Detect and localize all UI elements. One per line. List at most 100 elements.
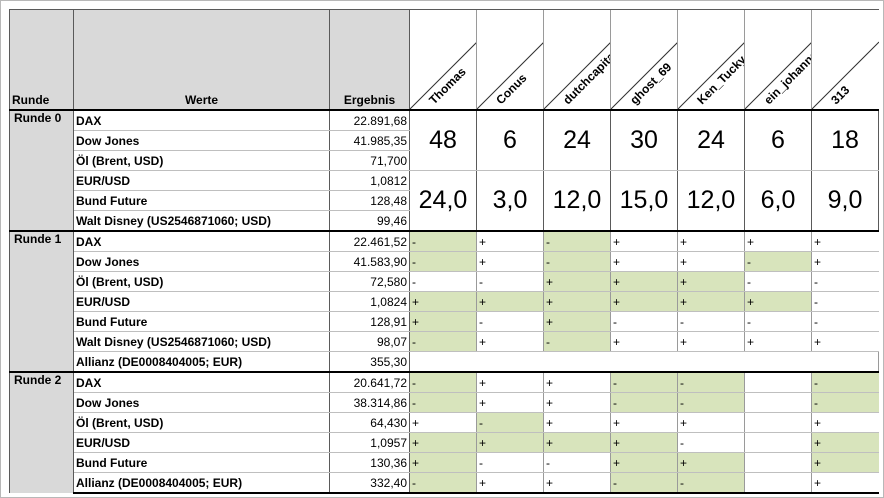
tip-cell: + (610, 452, 678, 473)
asset-result: 1,0812 (329, 170, 410, 191)
asset-result: 20.641,72 (329, 371, 410, 393)
asset-name: DAX (73, 230, 330, 252)
tip-cell: - (476, 311, 544, 332)
tip-cell (744, 432, 812, 453)
tip-cell: + (677, 271, 745, 292)
asset-result: 355,30 (329, 351, 410, 373)
player-points: 48 (409, 109, 477, 171)
tip-cell: + (677, 291, 745, 312)
tip-cell: + (543, 472, 611, 494)
header-werte-label: Werte (184, 93, 219, 107)
asset-name: Öl (Brent, USD) (73, 412, 330, 433)
asset-name: Walt Disney (US2546871060; USD) (73, 331, 330, 352)
player-average: 24,0 (409, 170, 477, 232)
player-header-graphic: dutchcapitalist (544, 37, 611, 109)
asset-name: Bund Future (73, 190, 330, 211)
tip-cell: - (811, 291, 879, 312)
table-row: Bund Future 128,91 + - + - - - - (10, 311, 879, 332)
player-average: 15,0 (610, 170, 678, 232)
diagonal-divider (410, 41, 477, 109)
player-header-graphic: ein_johannes (745, 41, 812, 109)
empty-tip-area (409, 351, 879, 373)
asset-result: 99,46 (329, 210, 410, 232)
asset-name: EUR/USD (73, 432, 330, 453)
tip-cell: + (677, 251, 745, 272)
tip-cell: - (610, 311, 678, 332)
tip-cell: - (677, 371, 745, 393)
tip-cell: + (610, 271, 678, 292)
player-points: 18 (811, 109, 879, 171)
tip-cell: + (476, 371, 544, 393)
tip-cell: - (409, 331, 477, 352)
tip-cell: + (610, 291, 678, 312)
table-row: Allianz (DE0008404005; EUR) 332,40- + + - - + (10, 472, 879, 494)
player-header-graphic: 313 (812, 41, 879, 109)
asset-result: 1,0957 (329, 432, 410, 453)
player-header-5: Ken_Tucky (677, 9, 745, 111)
asset-result: 64,430 (329, 412, 410, 433)
asset-name: Bund Future (73, 311, 330, 332)
asset-name: DAX (73, 371, 330, 393)
tip-cell: + (744, 291, 812, 312)
player-average: 12,0 (677, 170, 745, 232)
player-header-7: 313 (811, 9, 879, 111)
tip-cell (744, 412, 812, 433)
asset-result: 130,36 (329, 452, 410, 473)
asset-name: Dow Jones (73, 251, 330, 272)
tip-cell: - (744, 251, 812, 272)
tip-cell: + (543, 392, 611, 413)
tip-cell: - (744, 271, 812, 292)
asset-name: Öl (Brent, USD) (73, 150, 330, 171)
tip-cell: + (543, 271, 611, 292)
round-label: Runde 0 (9, 109, 74, 232)
table-row: Bund Future 130,36 + - - + + + (10, 452, 879, 473)
tip-cell: + (476, 291, 544, 312)
table-row: Öl (Brent, USD) 71,700 (10, 150, 879, 171)
asset-result: 72,580 (329, 271, 410, 292)
tip-cell: - (677, 392, 745, 413)
player-points: 6 (476, 109, 544, 171)
table-row: Runde 0 DAX 22.891,68 48 6 24 30 24 6 18 (9, 109, 879, 232)
player-header-3: dutchcapitalist (543, 9, 611, 111)
table-row: Öl (Brent, USD) 72,580- - + + + - - (10, 271, 879, 292)
table-row: Dow Jones 38.314,86- + + - - - (10, 392, 879, 413)
asset-name: Bund Future (73, 452, 330, 473)
tip-cell: + (811, 432, 879, 453)
asset-name: Walt Disney (US2546871060; USD) (73, 210, 330, 232)
tip-cell: + (811, 230, 879, 252)
tip-cell: - (677, 432, 745, 453)
tip-cell: - (811, 271, 879, 292)
tip-table: Runde Werte Ergebnis Thomas Conus dutchcap… (9, 9, 879, 494)
tip-cell: + (610, 251, 678, 272)
tip-cell: + (677, 452, 745, 473)
tip-cell: - (409, 371, 477, 393)
player-header-graphic: ghost_69 (611, 41, 678, 109)
asset-result: 22.461,52 (329, 230, 410, 252)
player-average: 6,0 (744, 170, 812, 232)
tip-cell: - (543, 251, 611, 272)
tip-cell: + (476, 472, 544, 494)
tip-cell: - (610, 472, 678, 494)
tip-cell: + (476, 432, 544, 453)
tip-cell: + (543, 371, 611, 393)
header-werte: Werte (73, 9, 330, 111)
asset-result: 41.583,90 (329, 251, 410, 272)
header-ergebnis-label: Ergebnis (343, 93, 396, 107)
player-header-graphic: Conus (477, 41, 544, 109)
player-header-4: ghost_69 (610, 9, 678, 111)
player-name: Conus (493, 71, 530, 108)
tip-cell: + (543, 311, 611, 332)
table-row: Walt Disney (US2546871060; USD) 99,46 (10, 210, 879, 232)
tip-cell: - (811, 392, 879, 413)
tip-cell: - (409, 271, 477, 292)
player-header-6: ein_johannes (744, 9, 812, 111)
tip-cell: + (543, 412, 611, 433)
tip-cell: + (610, 230, 678, 252)
tip-cell: + (677, 230, 745, 252)
tip-cell: - (476, 412, 544, 433)
tip-cell: + (811, 452, 879, 473)
tip-cell: - (476, 452, 544, 473)
asset-result: 128,91 (329, 311, 410, 332)
header-ergebnis: Ergebnis (329, 9, 410, 111)
